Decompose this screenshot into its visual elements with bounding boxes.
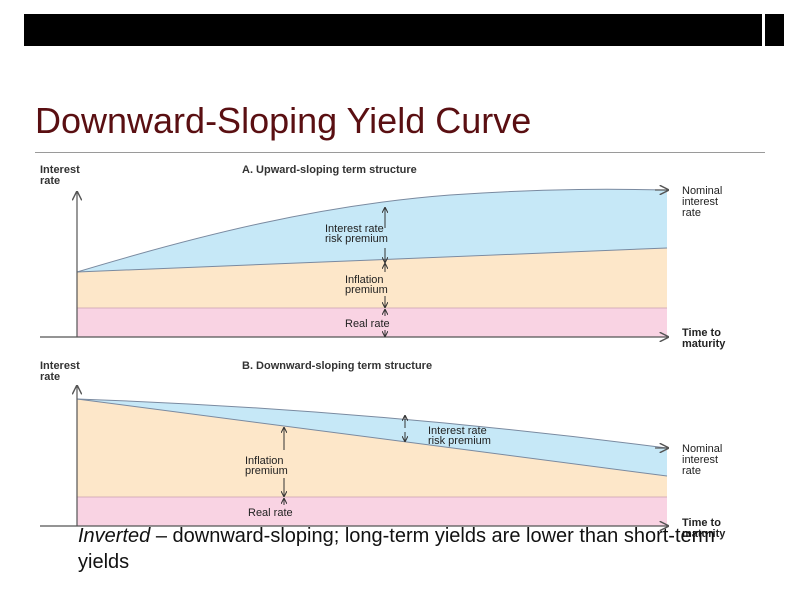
panel-b-x-axis-label-line2: maturity [682,528,726,540]
panel-a-nominal-label-line1: Nominal [682,185,722,197]
panel-a-y-axis-label-line2: rate [40,175,60,187]
title-divider [35,152,765,153]
panel-a-x-axis-label-line1: Time to [682,327,721,339]
panel-a-heading: A. Upward-sloping term structure [242,164,417,176]
panel-a-real-rate-band [77,308,667,337]
caption-text: – downward-sloping; long-term yields are… [78,525,715,573]
panel-a-nominal-label-line2: interest [682,196,718,208]
panel-a-risk-label-line1: Interest rate [325,223,384,235]
panel-a-inflation-line [76,247,668,273]
panel-b-x-axis-label-line1: Time to [682,517,721,529]
panel-b-real-label: Real rate [248,507,293,519]
caption-emphasis: Inverted [78,525,151,547]
panel-a: Interest rate A. Upward-sloping term str… [40,164,726,350]
panel-b-nominal-label-line3: rate [682,465,701,477]
slide-title: Downward-Sloping Yield Curve [35,100,532,141]
top-banner [24,14,784,46]
panel-a-nominal-label-line3: rate [682,207,701,219]
panel-a-inflation-label-line2: premium [345,284,388,296]
panel-b-nominal-label-line2: interest [682,454,718,466]
panel-b-inflation-band [77,399,667,497]
panel-b-y-axis-label-line2: rate [40,371,60,383]
panel-b-nominal-curve [76,398,668,449]
top-banner-gap [762,14,765,46]
panel-a-risk-band [77,189,667,272]
panel-b-y-axis-label-line1: Interest [40,360,80,372]
panel-a-inflation-label-line1: Inflation [345,274,384,286]
panel-a-real-label: Real rate [345,318,390,330]
panel-a-y-axis-label-line1: Interest [40,164,80,176]
panel-b-inflation-line [76,398,668,477]
panel-b-nominal-label-line1: Nominal [682,443,722,455]
panel-b: Interest rate B. Downward-sloping term s… [40,360,726,540]
panel-a-risk-label-line2: risk premium [325,233,388,245]
panel-a-nominal-curve [76,188,668,273]
panel-b-real-rate-band [77,497,667,526]
panel-b-inflation-label-line2: premium [245,465,288,477]
panel-b-risk-label-line2: risk premium [428,435,491,447]
panel-b-inflation-label-line1: Inflation [245,455,284,467]
panel-a-x-axis-label-line2: maturity [682,338,726,350]
panel-a-inflation-band [77,248,667,308]
panel-b-risk-label-line1: Interest rate [428,425,487,437]
slide-caption: Inverted – downward-sloping; long-term y… [78,523,718,575]
panel-b-heading: B. Downward-sloping term structure [242,360,432,372]
